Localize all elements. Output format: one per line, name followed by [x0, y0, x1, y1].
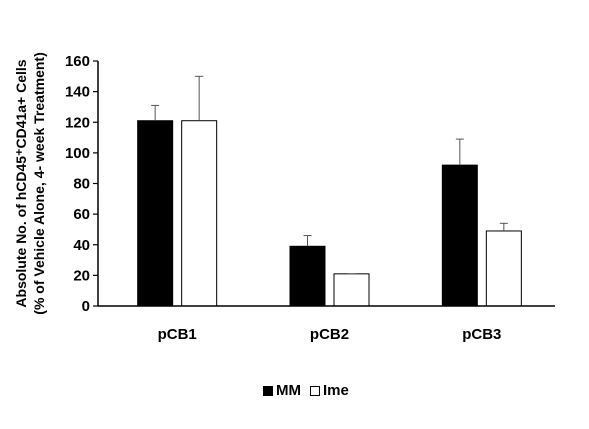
legend-swatch-ime	[310, 385, 320, 396]
y-axis-label: Absolute No. of hCD45⁺CD41a+ Cells (% of…	[13, 52, 47, 314]
y-axis-label-line-2: (% of Vehicle Alone, 4- week Treatment)	[31, 52, 47, 314]
y-axis-label-line-1: Absolute No. of hCD45⁺CD41a+ Cells	[13, 59, 29, 307]
legend: MM Ime	[263, 382, 358, 399]
y-tick-label: 0	[82, 298, 90, 315]
y-tick-label: 40	[73, 237, 90, 254]
x-tick-label: pCB1	[158, 326, 197, 343]
bar-mm-pcb2	[289, 245, 326, 307]
y-tick-label: 80	[73, 176, 90, 193]
y-tick-label: 140	[65, 84, 90, 101]
legend-label-mm: MM	[276, 382, 301, 399]
bar-ime-pcb2	[333, 273, 370, 307]
bars	[137, 120, 522, 307]
y-tick-label: 160	[65, 53, 90, 70]
y-tick-label: 120	[65, 114, 90, 131]
legend-swatch-mm	[263, 385, 273, 396]
x-tick-label: pCB3	[462, 326, 501, 343]
x-axis-ticks: pCB1 pCB2 pCB3	[158, 326, 502, 343]
error-bars	[151, 75, 508, 275]
axes	[97, 61, 555, 307]
legend-item-ime: Ime	[310, 382, 349, 399]
x-tick-label: pCB2	[310, 326, 349, 343]
y-tick-label: 100	[65, 145, 90, 162]
y-axis-ticks: 0 20 40 60 80 100 120 140 160	[65, 53, 98, 315]
bar-ime-pcb1	[181, 120, 218, 307]
bar-mm-pcb3	[441, 164, 478, 307]
legend-label-ime: Ime	[323, 382, 349, 399]
y-tick-label: 20	[73, 267, 90, 284]
legend-item-mm: MM	[263, 382, 301, 399]
bar-ime-pcb3	[485, 230, 522, 307]
bar-mm-pcb1	[137, 120, 174, 307]
y-tick-label: 60	[73, 206, 90, 223]
